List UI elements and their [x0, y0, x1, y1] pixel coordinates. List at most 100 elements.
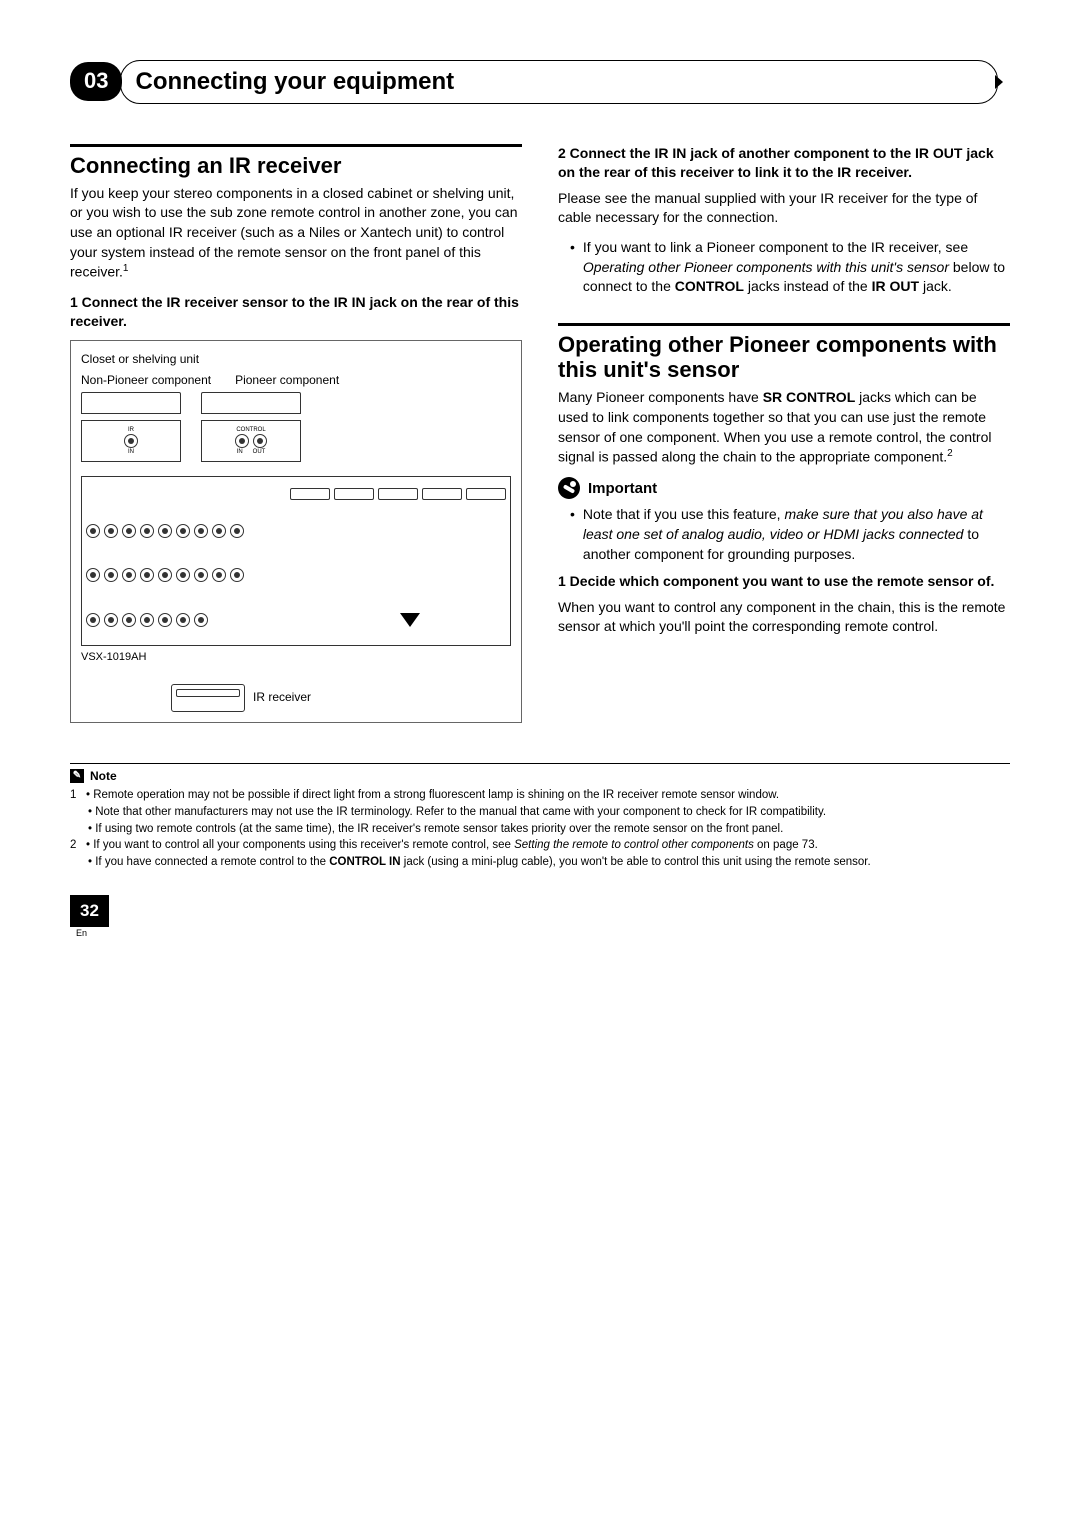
hdmi-port-icon: [466, 488, 506, 500]
jack-row-1: [86, 509, 506, 552]
bullet-text-a: If you want to link a Pioneer component …: [583, 239, 968, 255]
para-bold-srcontrol: SR CONTROL: [763, 389, 856, 405]
jack-icon: [176, 613, 190, 627]
important-icon: [558, 477, 580, 499]
control-label: CONTROL: [236, 426, 265, 434]
jack-icon: [194, 568, 208, 582]
ir-receiver-icon: [171, 684, 245, 712]
footnote-2a: 2• If you want to control all your compo…: [70, 838, 1010, 854]
in-label: IN: [128, 448, 134, 456]
step-1b: 1 Decide which component you want to use…: [558, 572, 1010, 592]
arrow-down-icon: [400, 613, 420, 627]
jack-icon: [212, 568, 226, 582]
footnote-rule: [70, 763, 1010, 764]
section-rule: [70, 144, 522, 147]
diagram-labels-row: Non-Pioneer component Pioneer component: [81, 372, 511, 389]
ir-label: IR: [128, 426, 134, 434]
bullet-bold-control: CONTROL: [675, 278, 744, 294]
jack-icon: [212, 524, 226, 538]
diagram-caption: Closet or shelving unit: [81, 351, 511, 368]
fn-text: If you want to control all your componen…: [93, 839, 514, 851]
chapter-number-badge: 03: [70, 62, 122, 101]
jack-icon: [104, 568, 118, 582]
port-row: IR IN CONTROL IN OUT: [81, 420, 511, 462]
jack-icon: [176, 524, 190, 538]
fn-text: jack (using a mini-plug cable), you won'…: [401, 856, 871, 868]
jack-row-3: [86, 599, 506, 642]
intro-text: If you keep your stereo components in a …: [70, 185, 518, 280]
ctrl-out-label: OUT: [253, 448, 266, 456]
jack-icon: [140, 524, 154, 538]
jack-icon: [140, 613, 154, 627]
hdmi-row: [86, 481, 506, 507]
bullet-bold-irout: IR OUT: [872, 278, 919, 294]
left-column: Connecting an IR receiver If you keep yo…: [70, 144, 522, 735]
hdmi-port-icon: [334, 488, 374, 500]
step-2: 2 Connect the IR IN jack of another comp…: [558, 144, 1010, 183]
page-number-badge: 32: [70, 895, 109, 927]
jack-icon: [86, 613, 100, 627]
jack-icon: [122, 524, 136, 538]
note-label: Note: [90, 768, 117, 785]
imp-text-a: Note that if you use this feature,: [583, 506, 785, 522]
bullet-text-d: jack.: [919, 278, 952, 294]
control-out-jack-icon: [253, 434, 267, 448]
step-1: 1 Connect the IR receiver sensor to the …: [70, 293, 522, 332]
fn-text: If you have connected a remote control t…: [95, 856, 329, 868]
step-1b-body: When you want to control any component i…: [558, 598, 1010, 637]
ir-jack-icon: [124, 434, 138, 448]
footnote-ref-2: 2: [947, 448, 953, 459]
section-title-ir-receiver: Connecting an IR receiver: [70, 153, 522, 178]
section-title-operating: Operating other Pioneer components with …: [558, 332, 1010, 383]
jack-icon: [86, 524, 100, 538]
nonpioneer-component-icon: [81, 392, 181, 414]
label-nonpioneer: Non-Pioneer component: [81, 372, 211, 389]
right-column: 2 Connect the IR IN jack of another comp…: [558, 144, 1010, 735]
control-in-jack-icon: [235, 434, 249, 448]
intro-paragraph: If you keep your stereo components in a …: [70, 184, 522, 283]
jack-icon: [104, 524, 118, 538]
important-label: Important: [588, 478, 657, 499]
content-columns: Connecting an IR receiver If you keep yo…: [70, 144, 1010, 735]
model-label: VSX-1019AH: [81, 650, 511, 665]
pioneer-component-icon: [201, 392, 301, 414]
ir-port-block: IR IN: [81, 420, 181, 462]
jack-icon: [158, 568, 172, 582]
ctrl-in-label: IN: [237, 448, 243, 456]
note-heading: ✎ Note: [70, 768, 1010, 785]
jack-icon: [230, 568, 244, 582]
important-heading: Important: [558, 477, 1010, 499]
fn-text: Remote operation may not be possible if …: [93, 789, 779, 801]
footnote-1c: • If using two remote controls (at the s…: [70, 822, 1010, 838]
page-footer: 32 En: [70, 871, 1010, 939]
fn-text: Note that other manufacturers may not us…: [95, 806, 826, 818]
bullet-text-em: Operating other Pioneer components with …: [583, 259, 949, 275]
note-icon: ✎: [70, 769, 84, 783]
footnote-1b: • Note that other manufacturers may not …: [70, 805, 1010, 821]
jack-icon: [176, 568, 190, 582]
jack-icon: [230, 524, 244, 538]
jack-icon: [194, 524, 208, 538]
hdmi-port-icon: [422, 488, 462, 500]
jack-icon: [104, 613, 118, 627]
ir-receiver-label: IR receiver: [253, 689, 311, 706]
chapter-header: 03 Connecting your equipment: [70, 60, 1010, 104]
footnote-list: 1• Remote operation may not be possible …: [70, 788, 1010, 870]
connection-diagram: Closet or shelving unit Non-Pioneer comp…: [70, 340, 522, 723]
bullet-link-pioneer: If you want to link a Pioneer component …: [558, 238, 1010, 297]
important-bullet: Note that if you use this feature, make …: [558, 505, 1010, 564]
para-text-a: Many Pioneer components have: [558, 389, 763, 405]
bullet-text-c: jacks instead of the: [744, 278, 872, 294]
hdmi-port-icon: [290, 488, 330, 500]
ir-receiver-row: IR receiver: [171, 684, 511, 712]
step-2-body: Please see the manual supplied with your…: [558, 189, 1010, 228]
fn-text: If using two remote controls (at the sam…: [95, 823, 783, 835]
fn-text-bold: CONTROL IN: [329, 856, 400, 868]
component-row: [81, 392, 511, 414]
jack-icon: [158, 613, 172, 627]
chapter-title: Connecting your equipment: [120, 60, 998, 104]
label-pioneer: Pioneer component: [235, 372, 339, 389]
jack-icon: [194, 613, 208, 627]
footnote-1a: 1• Remote operation may not be possible …: [70, 788, 1010, 804]
operating-paragraph: Many Pioneer components have SR CONTROL …: [558, 388, 1010, 467]
